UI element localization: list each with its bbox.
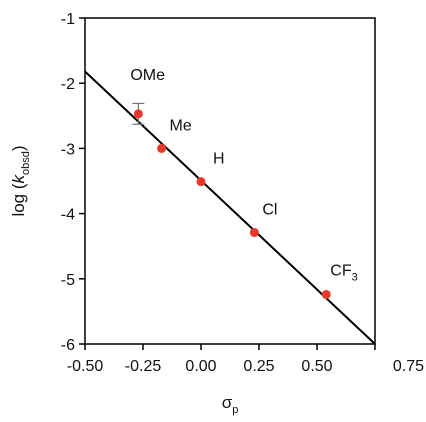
data-point [133, 109, 143, 119]
x-tick-label: -0.25 [125, 358, 162, 375]
x-tick-label: 0.50 [301, 358, 332, 375]
fit-line [84, 70, 376, 345]
y-axis-title: log (kobsd) [9, 145, 32, 216]
y-axis: -1 -2 -3 -4 -5 -6 [61, 11, 85, 354]
x-tick-label: 0.75 [393, 358, 424, 375]
y-tick-label: -1 [61, 11, 75, 28]
point-label: CF3 [330, 262, 357, 283]
data-point [196, 177, 206, 187]
fit-line-group [84, 70, 376, 345]
point-label: Me [170, 117, 192, 134]
y-tick-label: -4 [61, 207, 75, 224]
point-label: H [213, 151, 225, 168]
x-axis: -0.50 -0.25 0.00 0.25 0.50 0.75 [67, 344, 424, 375]
data-point [321, 289, 331, 299]
y-tick-label: -2 [61, 76, 75, 93]
data-point [157, 143, 167, 153]
data-point [249, 228, 259, 238]
y-tick-label: -5 [61, 272, 75, 289]
point-label: Cl [262, 202, 277, 219]
x-tick-label: 0.00 [185, 358, 216, 375]
point-label: OMe [130, 67, 165, 84]
y-tick-label: -3 [61, 141, 75, 158]
data-points: OMe Me H Cl CF3 [130, 67, 358, 299]
x-tick-label: 0.25 [243, 358, 274, 375]
x-tick-label: -0.50 [67, 358, 104, 375]
y-tick-label: -6 [61, 337, 75, 354]
plot-frame [84, 17, 376, 345]
x-axis-title: σp [222, 393, 239, 416]
